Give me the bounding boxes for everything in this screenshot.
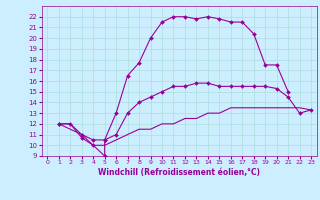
- X-axis label: Windchill (Refroidissement éolien,°C): Windchill (Refroidissement éolien,°C): [98, 168, 260, 177]
